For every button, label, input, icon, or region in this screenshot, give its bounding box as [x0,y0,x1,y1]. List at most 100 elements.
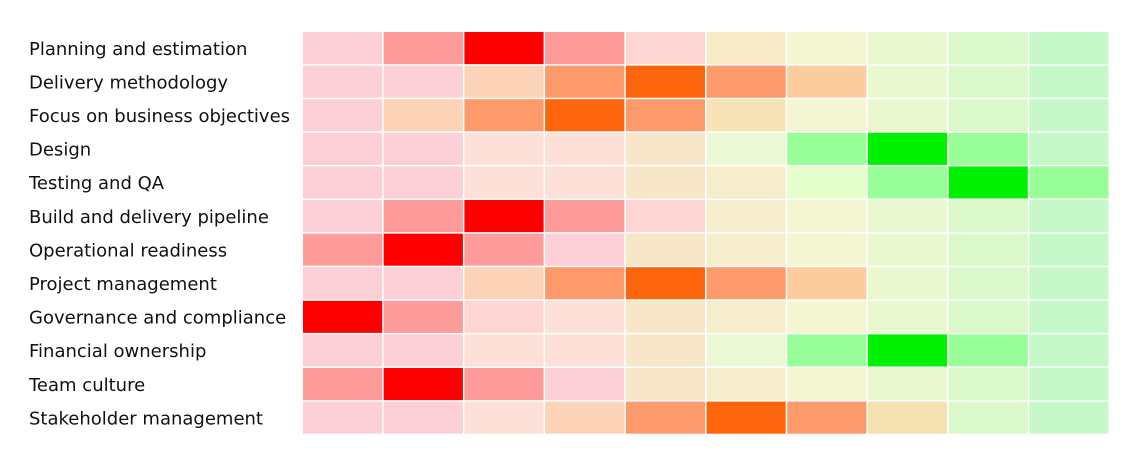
heatmap-cell [625,99,705,132]
row-label: Design [29,140,91,161]
heatmap-cell [303,200,383,233]
heatmap-cell [545,300,625,333]
heatmap-cell [867,32,948,65]
heatmap-cell [303,99,383,132]
heatmap-cell [464,401,544,434]
heatmap-cell [948,99,1028,132]
heatmap-cell [1029,200,1109,233]
heatmap-cell [706,166,786,199]
row-label: Delivery methodology [29,72,228,93]
row-label: Governance and compliance [29,308,286,329]
heatmap-cell [706,200,786,233]
heatmap-cell [303,334,383,367]
heatmap-cell [545,334,625,367]
heatmap-cell [948,166,1028,199]
heatmap-cell [464,166,544,199]
heatmap-cell [383,99,463,132]
heatmap-cell [383,300,463,333]
heatmap-cell [948,233,1028,266]
heatmap-cell [625,300,705,333]
heatmap-cell [948,32,1028,65]
heatmap-cell [303,401,383,434]
heatmap-cell [303,65,383,98]
heatmap-cell [545,65,625,98]
heatmap-cell [303,32,383,65]
heatmap-cell [787,300,867,333]
heatmap-cell [303,300,383,333]
heatmap-cell [787,233,867,266]
heatmap-cell [1029,99,1109,132]
heatmap-cell [1029,32,1109,65]
heatmap-cell [1029,334,1109,367]
heatmap-cell [706,401,786,434]
heatmap-cell [867,368,948,401]
row-label: Project management [29,274,217,295]
heatmap-cell [625,166,705,199]
heatmap-cell [1029,233,1109,266]
heatmap-cell [545,32,625,65]
heatmap-cell [787,32,867,65]
heatmap-cell [787,401,867,434]
heatmap-cell [545,166,625,199]
heatmap-cell [1029,267,1109,300]
row-label: Planning and estimation [29,39,247,60]
heatmap-cell [1029,300,1109,333]
heatmap-cell [787,368,867,401]
heatmap-cell [1029,65,1109,98]
heatmap-cell [867,200,948,233]
heatmap-cell [383,368,463,401]
row-labels: Planning and estimation Delivery methodol… [28,39,290,430]
heatmap-cell [706,132,786,165]
heatmap-cell [464,132,544,165]
heatmap-cell [625,200,705,233]
heatmap-cell [545,132,625,165]
heatmap-cell [464,368,544,401]
heatmap-cell [867,166,948,199]
heatmap-cell [383,233,463,266]
heatmap-cell [303,233,383,266]
heatmap-cell [867,401,948,434]
heatmap-cell [303,267,383,300]
heatmap-cell [383,65,463,98]
heatmap-cell [545,401,625,434]
heatmap-cell [625,65,705,98]
heatmap-cell [867,300,948,333]
heatmap-cell [383,32,463,65]
heatmap-cell [787,132,867,165]
heatmap-cell [706,267,786,300]
row-label: Build and delivery pipeline [29,207,269,228]
heatmap-cell [867,267,948,300]
heatmap-cells [303,32,1109,434]
heatmap-cell [948,267,1028,300]
heatmap-cell [545,233,625,266]
heatmap-cell [545,267,625,300]
heatmap-cell [706,368,786,401]
heatmap-cell [303,132,383,165]
heatmap-cell [464,200,544,233]
heatmap-cell [1029,401,1109,434]
heatmap-cell [948,368,1028,401]
heatmap-cell [1029,166,1109,199]
heatmap-cell [383,334,463,367]
heatmap-cell [464,300,544,333]
heatmap-cell [867,99,948,132]
heatmap-cell [464,65,544,98]
heatmap-cell [545,200,625,233]
heatmap-cell [706,32,786,65]
heatmap-cell [787,166,867,199]
heatmap-cell [787,334,867,367]
row-label: Team culture [28,375,145,396]
heatmap-cell [706,99,786,132]
heatmap-cell [706,334,786,367]
heatmap-cell [383,401,463,434]
heatmap-cell [787,65,867,98]
heatmap-cell [948,334,1028,367]
heatmap-cell [383,132,463,165]
heatmap-cell [383,200,463,233]
heatmap-cell [625,267,705,300]
heatmap-cell [464,334,544,367]
heatmap-cell [303,368,383,401]
heatmap-cell [706,233,786,266]
heatmap-cell [383,166,463,199]
heatmap-cell [706,65,786,98]
